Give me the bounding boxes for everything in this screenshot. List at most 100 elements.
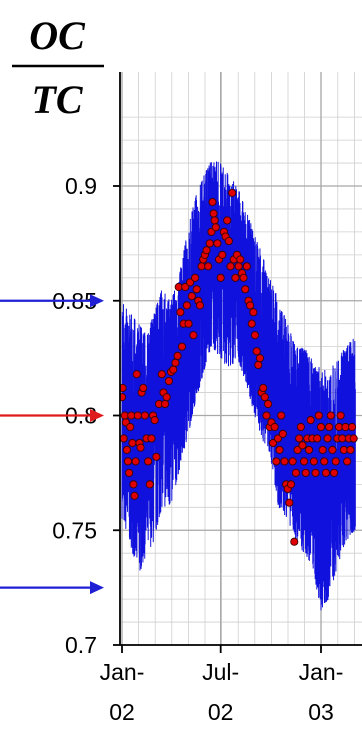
data-point	[323, 434, 332, 443]
data-point	[132, 370, 141, 379]
reference-arrow-head	[90, 294, 104, 308]
data-point	[211, 223, 220, 232]
y-tick-label: 0.75	[52, 517, 97, 543]
data-point	[171, 358, 180, 367]
data-point	[264, 399, 273, 409]
data-point	[202, 246, 211, 255]
data-point	[126, 422, 135, 432]
y-tick-label: 0.9	[65, 173, 97, 199]
data-point	[309, 457, 318, 466]
data-point	[316, 422, 326, 432]
data-point	[189, 331, 198, 340]
x-tick-label-line1: Jan-	[100, 659, 145, 685]
data-point	[125, 468, 134, 477]
data-point	[348, 422, 357, 432]
data-point	[130, 491, 139, 500]
data-point	[131, 457, 140, 466]
data-point	[242, 262, 251, 271]
data-point	[318, 445, 327, 454]
x-tick-label-line1: Jul-	[202, 659, 239, 685]
data-point	[246, 301, 255, 310]
data-point	[136, 443, 145, 452]
data-point	[139, 383, 148, 393]
data-point	[120, 434, 128, 443]
data-point	[182, 301, 191, 310]
data-point	[260, 393, 269, 402]
data-point	[301, 468, 310, 477]
data-point	[213, 239, 222, 248]
data-point	[169, 365, 178, 374]
data-point	[286, 480, 296, 489]
data-point	[120, 383, 127, 393]
x-tick-label-line2: 03	[308, 699, 334, 725]
data-point	[320, 457, 329, 466]
data-point	[241, 285, 250, 294]
data-point	[164, 377, 173, 386]
data-point	[205, 239, 214, 248]
data-point	[140, 411, 149, 420]
y-tick-label: 0.7	[65, 632, 97, 658]
reference-arrow-head	[90, 409, 104, 422]
data-point	[192, 285, 201, 294]
data-point	[224, 237, 233, 246]
data-point	[122, 445, 131, 454]
data-point	[181, 282, 190, 292]
data-point	[186, 278, 195, 287]
data-point	[249, 308, 258, 317]
data-point	[228, 188, 237, 197]
x-tick-label-line1: Jan-	[299, 659, 344, 685]
data-point	[285, 498, 294, 507]
data-point	[129, 480, 138, 489]
data-point	[346, 445, 355, 454]
data-point	[295, 434, 304, 443]
data-point	[239, 273, 248, 282]
data-point	[330, 468, 339, 477]
data-point	[296, 422, 305, 432]
data-point	[298, 441, 307, 450]
data-point	[325, 422, 334, 432]
y-axis-title-denominator: TC	[31, 77, 83, 122]
data-point	[300, 457, 309, 466]
data-point	[195, 301, 205, 310]
data-point	[343, 457, 352, 466]
data-point	[236, 255, 245, 264]
data-point	[290, 537, 299, 546]
data-point	[273, 434, 282, 443]
data-point	[311, 468, 320, 477]
data-point	[306, 416, 315, 425]
data-point	[191, 273, 200, 282]
y-axis-title: OC TC	[12, 13, 104, 122]
data-point	[270, 422, 279, 432]
data-point	[120, 393, 127, 402]
data-point	[272, 457, 281, 466]
data-point	[326, 411, 335, 420]
data-point	[152, 452, 161, 461]
data-point	[150, 416, 159, 425]
data-point	[216, 273, 225, 282]
data-point	[268, 438, 278, 448]
data-point	[218, 250, 227, 259]
data-point	[255, 354, 264, 363]
data-point	[133, 411, 142, 420]
data-point	[187, 292, 196, 301]
y-axis-title-numerator: OC	[29, 13, 86, 58]
data-point	[145, 480, 154, 489]
data-point	[162, 393, 171, 402]
data-point	[259, 383, 268, 393]
range-band	[121, 161, 356, 611]
data-point	[231, 273, 240, 282]
data-point	[250, 331, 260, 340]
data-point	[277, 411, 286, 420]
data-point	[331, 457, 340, 466]
data-point	[275, 445, 284, 454]
data-point	[293, 445, 302, 454]
data-point	[313, 434, 322, 443]
data-point	[208, 198, 217, 207]
data-point	[157, 370, 166, 379]
data-point	[278, 429, 287, 438]
data-point	[254, 360, 263, 370]
data-point	[234, 262, 243, 271]
data-point	[184, 319, 193, 328]
